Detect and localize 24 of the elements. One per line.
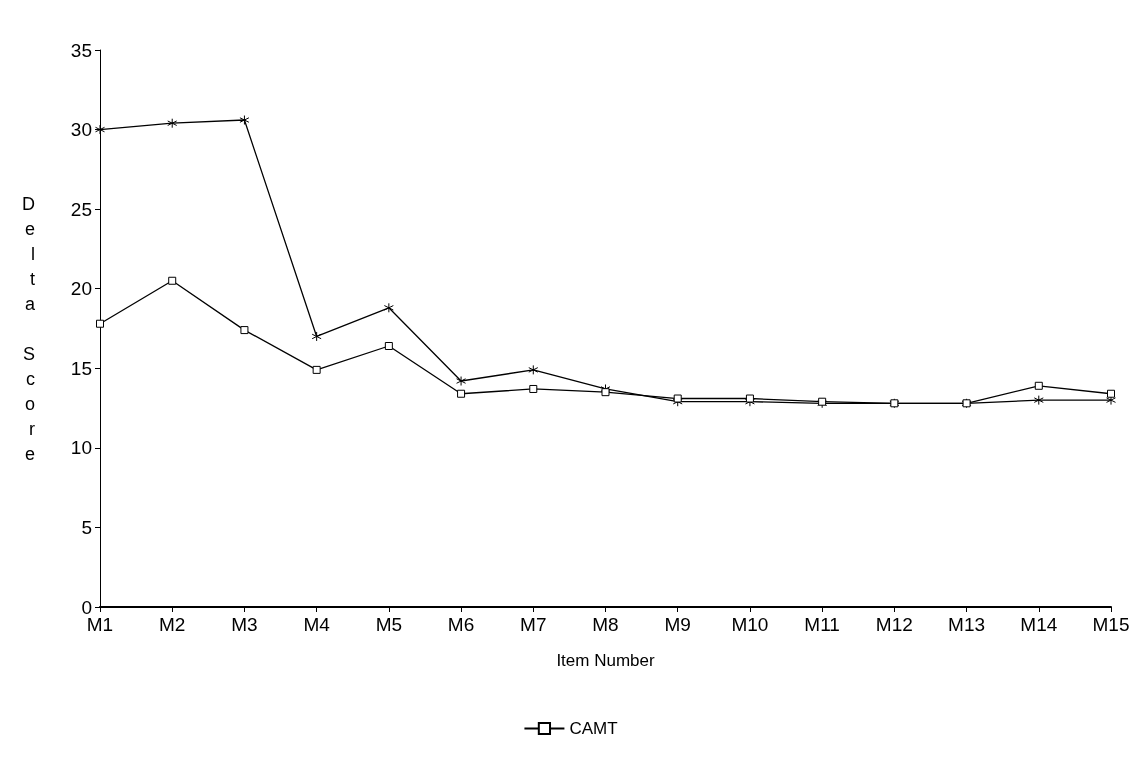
- x-tick-label: M3: [231, 614, 258, 635]
- y-tick-label: 20: [70, 278, 92, 300]
- x-tick-label: M5: [375, 614, 403, 635]
- legend-label: CAMT: [569, 719, 618, 738]
- x-tick-label: M4: [303, 614, 331, 635]
- y-tick-label: 5: [81, 516, 92, 538]
- y-tick-label: 30: [70, 119, 92, 141]
- x-tick-label: M14: [1020, 614, 1058, 635]
- x-tick-label: M15: [1092, 614, 1130, 635]
- y-tick-label: 35: [70, 39, 92, 61]
- x-tick-label: M10: [731, 614, 769, 635]
- x-tick-label: M11: [804, 614, 840, 635]
- y-tick-label: 15: [70, 357, 92, 379]
- text: Delta Score: [22, 193, 35, 464]
- x-tick-label: M12: [875, 614, 913, 635]
- x-tick-label: M6: [447, 614, 475, 635]
- y-tick-label: 10: [70, 437, 92, 459]
- x-tick-label: M9: [664, 614, 691, 635]
- y-tick-label: 25: [70, 198, 92, 220]
- x-tick-label: M13: [948, 614, 986, 635]
- x-tick-label: M2: [159, 614, 186, 635]
- x-tick-label: M8: [592, 614, 619, 635]
- x-axis-title: Item Number: [556, 651, 655, 670]
- x-tick-label: M7: [520, 614, 547, 635]
